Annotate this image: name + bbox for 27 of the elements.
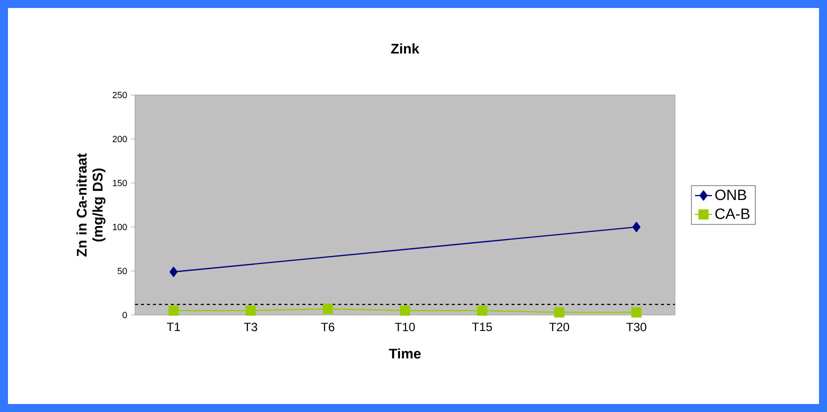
x-tick-label: T1	[166, 322, 180, 331]
y-tick-label: 50	[118, 268, 127, 274]
legend-label: ONB	[715, 190, 746, 200]
point	[322, 304, 333, 314]
point	[400, 306, 410, 316]
x-tick-label: T15	[472, 322, 492, 332]
x-tick-label: T3	[244, 322, 258, 332]
x-tick-label: T30	[626, 322, 646, 332]
chart-title: Zink	[391, 43, 420, 54]
point	[246, 306, 256, 316]
legend-label: CA-B	[715, 208, 750, 220]
x-tick-label: T10	[394, 322, 415, 332]
y-axis-title: Zn in Ca-nitraat (mg/kg DS)	[76, 153, 106, 256]
x-axis-title: Time	[389, 348, 421, 359]
y-tick-label: 100	[112, 224, 127, 230]
y-tick-label: 0	[122, 312, 127, 318]
point	[554, 307, 564, 318]
y-tick-label: 250	[112, 92, 127, 98]
x-tick-label: T20	[549, 322, 570, 332]
point	[170, 266, 178, 277]
y-tick-label: 200	[112, 136, 127, 142]
point	[477, 306, 488, 316]
point	[631, 307, 642, 318]
point	[632, 222, 640, 232]
point	[168, 306, 179, 316]
x-tick-label: T6	[321, 322, 334, 332]
y-tick-label: 150	[112, 180, 127, 186]
